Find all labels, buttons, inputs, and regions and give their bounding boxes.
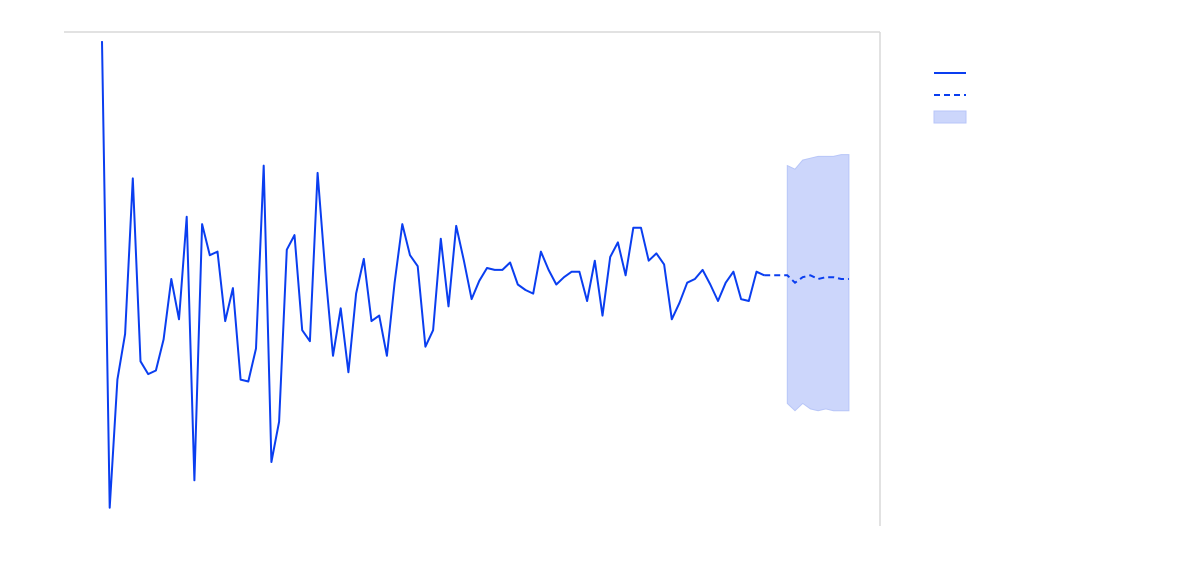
actual-series-line xyxy=(101,41,765,509)
prediction-interval-band xyxy=(786,154,850,412)
legend xyxy=(933,72,967,124)
plot-area xyxy=(101,41,850,509)
forecast-series-line xyxy=(764,274,849,284)
legend-interval-swatch xyxy=(933,110,967,124)
